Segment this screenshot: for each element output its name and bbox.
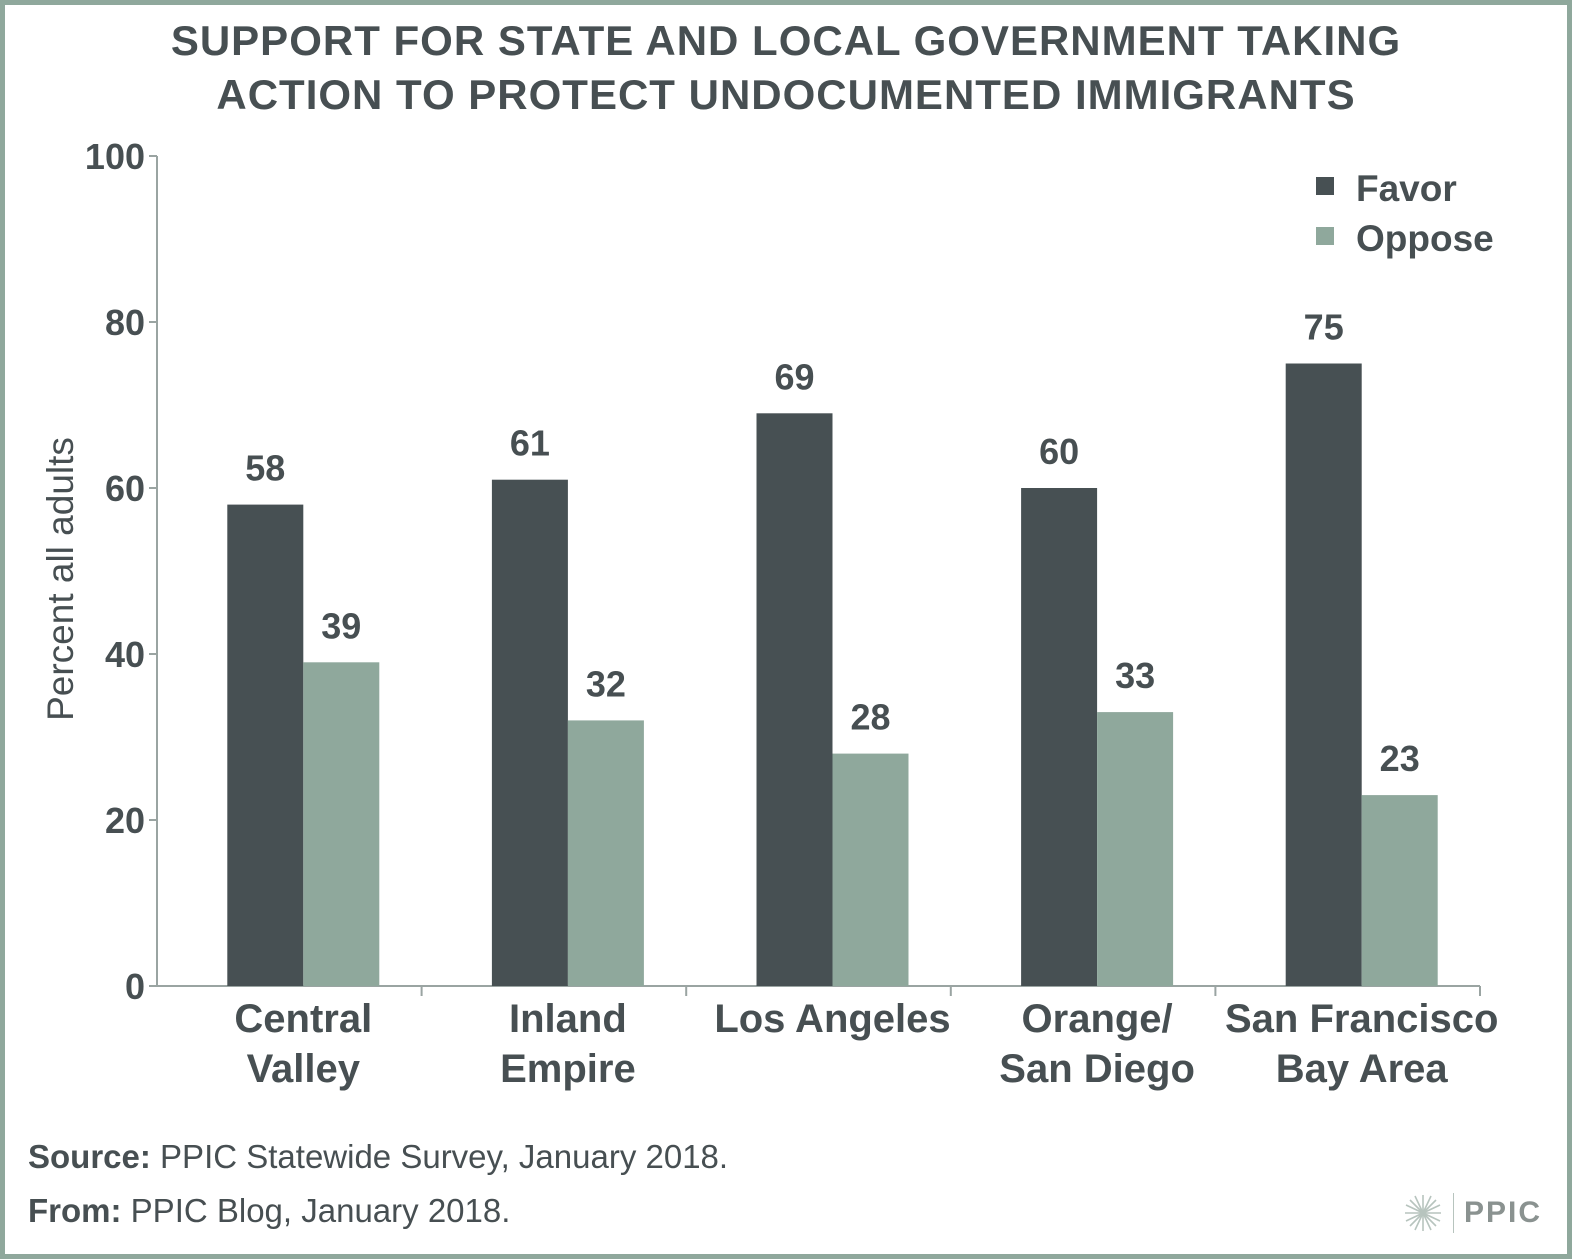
data-label: 69 <box>774 356 814 397</box>
bar-favor <box>1021 488 1098 986</box>
y-tick-label: 0 <box>125 966 145 1007</box>
data-label: 23 <box>1380 738 1420 779</box>
bar-favor <box>756 413 833 986</box>
bar-favor <box>227 504 304 986</box>
x-tick-label: San Diego <box>999 1047 1195 1091</box>
x-tick-label: San Francisco <box>1225 997 1498 1041</box>
data-label: 58 <box>245 448 285 489</box>
source-note: Source: PPIC Statewide Survey, January 2… <box>28 1138 728 1176</box>
x-tick-label: Bay Area <box>1276 1047 1449 1091</box>
y-tick-label: 100 <box>85 136 145 177</box>
x-tick-label: Empire <box>500 1047 636 1091</box>
starburst-icon <box>1404 1195 1441 1231</box>
bar-oppose <box>832 753 909 986</box>
from-note: From: PPIC Blog, January 2018. <box>28 1192 510 1230</box>
bar-oppose <box>567 720 644 986</box>
data-label: 39 <box>321 605 361 646</box>
from-text: PPIC Blog, January 2018. <box>130 1192 511 1229</box>
y-axis-label: Percent all adults <box>40 437 81 721</box>
logo-text: PPIC <box>1463 1196 1542 1229</box>
y-tick-label: 20 <box>105 800 145 841</box>
logo-divider <box>1452 1193 1454 1233</box>
from-label: From: <box>28 1192 122 1229</box>
y-tick-label: 40 <box>105 634 145 675</box>
x-tick-label: Valley <box>247 1047 361 1091</box>
bar-favor <box>1285 363 1362 986</box>
legend-swatch-favor <box>1316 177 1334 195</box>
data-label: 75 <box>1304 307 1344 348</box>
bar-oppose <box>1361 795 1438 986</box>
y-tick-label: 60 <box>105 468 145 509</box>
ppic-logo: PPIC <box>1403 1193 1542 1233</box>
legend-swatch-oppose <box>1316 227 1334 245</box>
source-label: Source: <box>28 1138 151 1175</box>
legend-label-favor: Favor <box>1356 168 1457 209</box>
bar-oppose <box>303 662 380 986</box>
data-label: 33 <box>1115 655 1155 696</box>
bar-oppose <box>1097 712 1174 986</box>
x-tick-label: Inland <box>509 997 627 1041</box>
data-label: 32 <box>586 663 626 704</box>
chart-title: SUPPORT FOR STATE AND LOCAL GOVERNMENT T… <box>0 14 1572 122</box>
x-tick-label: Los Angeles <box>714 997 950 1041</box>
bar-favor <box>491 479 568 986</box>
chart-title-line-1: SUPPORT FOR STATE AND LOCAL GOVERNMENT T… <box>170 17 1402 64</box>
x-tick-label: Orange/ <box>1022 997 1173 1041</box>
x-tick-label: Central <box>234 997 372 1041</box>
data-label: 60 <box>1039 431 1079 472</box>
data-label: 61 <box>510 423 550 464</box>
source-text: PPIC Statewide Survey, January 2018. <box>160 1138 729 1175</box>
y-tick-label: 80 <box>105 302 145 343</box>
legend-label-oppose: Oppose <box>1356 218 1494 259</box>
data-label: 28 <box>850 697 890 738</box>
chart-title-line-2: ACTION TO PROTECT UNDOCUMENTED IMMIGRANT… <box>216 71 1356 118</box>
